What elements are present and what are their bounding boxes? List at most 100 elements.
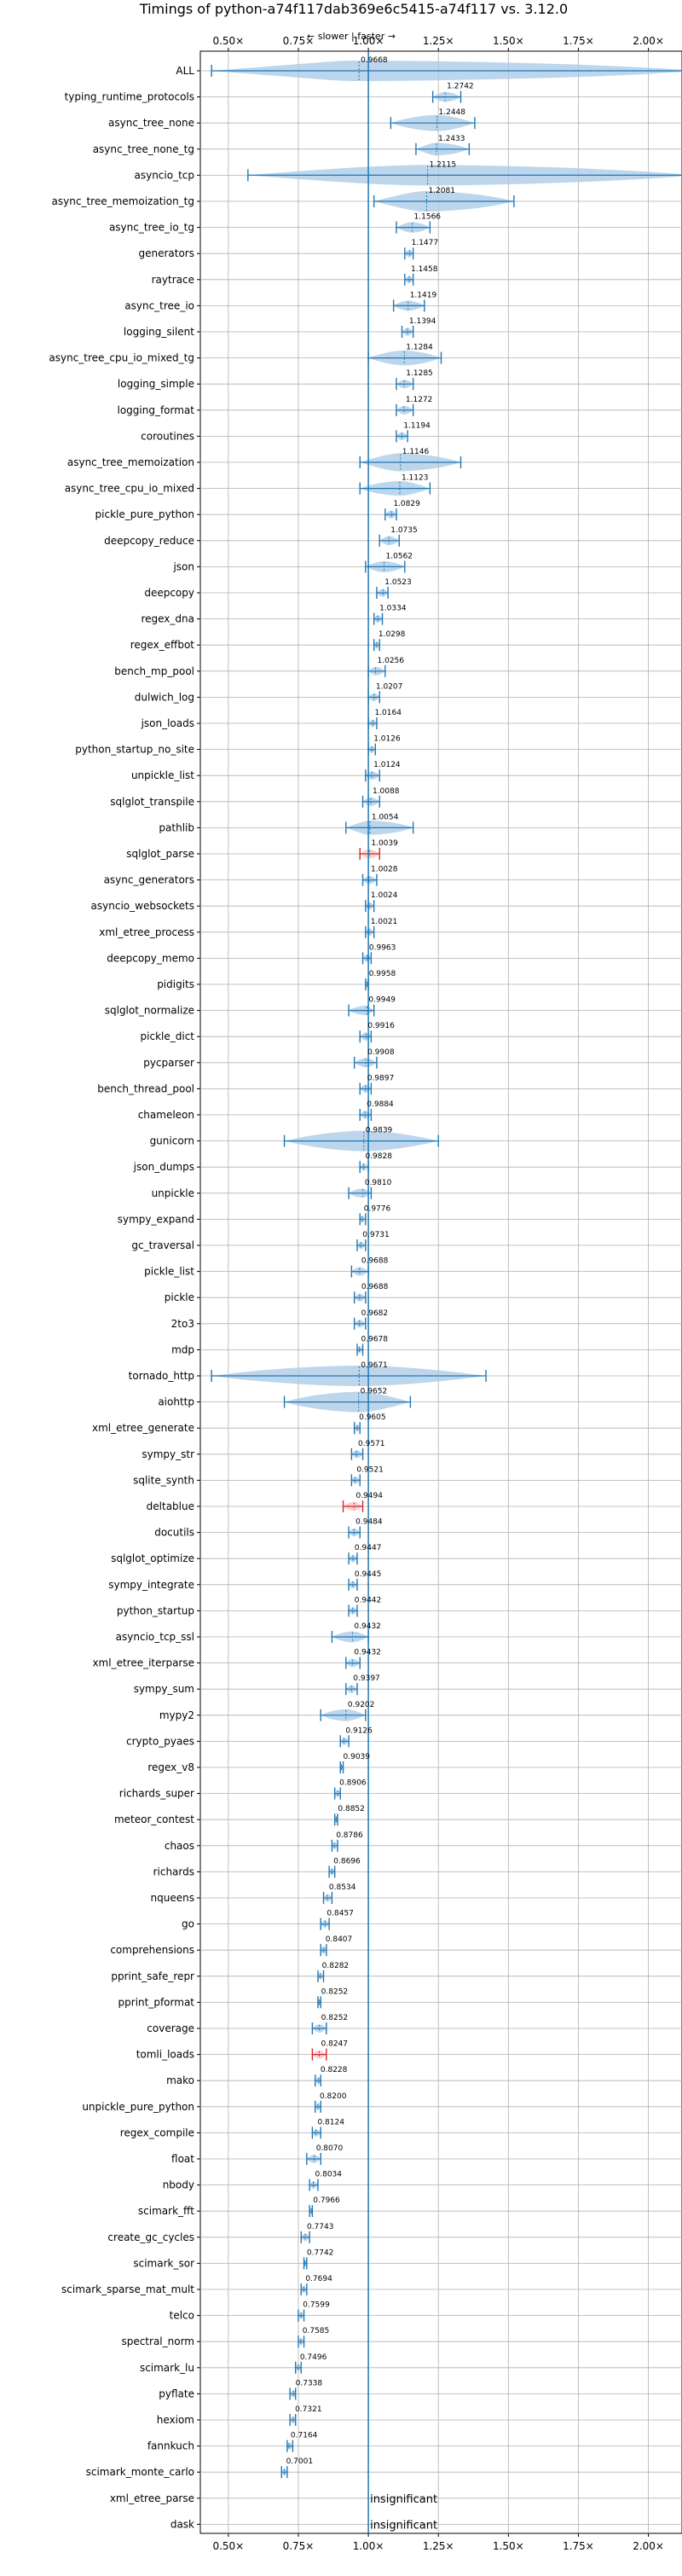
value-label: 1.0735 [390, 526, 418, 535]
benchmark-label: docutils [154, 1527, 194, 1539]
benchmark-label: pickle_dict [141, 1030, 195, 1042]
benchmark-label: pickle_pure_python [95, 508, 194, 520]
value-label: 0.9776 [364, 1204, 391, 1213]
x-tick-label-top: 2.00× [633, 35, 664, 47]
value-label: 0.9884 [367, 1100, 394, 1109]
value-label: 1.0207 [376, 682, 403, 691]
benchmark-label: aiohttp [158, 1396, 194, 1408]
value-label: 1.1284 [406, 344, 433, 352]
benchmark-label: richards_super [119, 1788, 194, 1800]
value-label: 0.7966 [313, 2196, 340, 2205]
value-label: 1.0088 [373, 787, 400, 796]
benchmark-label: async_tree_cpu_io_mixed_tg [49, 352, 194, 364]
benchmark-label: raytrace [152, 274, 194, 286]
benchmark-label: go [182, 1918, 194, 1930]
value-label: 0.9688 [361, 1283, 389, 1291]
category-labels: ALL typing_runtime_protocols async_tree_no… [49, 65, 194, 2530]
benchmark-label: logging_silent [124, 326, 194, 338]
plot-frame [199, 50, 682, 2534]
benchmark-label: sqlite_synth [133, 1474, 194, 1486]
benchmark-label: typing_runtime_protocols [65, 91, 194, 103]
value-label: 1.0028 [371, 866, 398, 874]
benchmark-label: telco [170, 2310, 194, 2322]
value-label: 0.8282 [322, 1962, 350, 1970]
benchmark-label: asyncio_tcp [134, 169, 194, 181]
grid-layer [200, 51, 682, 2533]
benchmark-label: create_gc_cycles [107, 2231, 194, 2243]
benchmark-label: async_tree_memoization [67, 456, 194, 468]
benchmark-label: generators [138, 247, 194, 259]
value-label: 1.0024 [371, 891, 398, 900]
benchmark-label: async_tree_io_tg [109, 222, 194, 234]
value-label: 0.9442 [355, 1596, 382, 1604]
benchmark-label: unpickle [152, 1187, 194, 1199]
benchmark-label: gunicorn [150, 1135, 194, 1147]
benchmark-label: pidigits [157, 978, 194, 990]
benchmark-label: chaos [165, 1840, 194, 1852]
value-label: 0.9678 [361, 1335, 389, 1343]
benchmark-label: scimark_fft [138, 2205, 194, 2217]
benchmark-label: richards [153, 1865, 194, 1877]
value-label: 0.9039 [344, 1753, 371, 1761]
x-tick-label-bottom: 0.75× [283, 2540, 315, 2552]
direction-label: ← slower | faster → [307, 31, 396, 42]
value-label: 1.2433 [438, 135, 465, 143]
value-label: 0.9897 [367, 1074, 395, 1082]
benchmark-label: pprint_safe_repr [111, 1970, 194, 1982]
benchmark-label: regex_effbot [130, 639, 195, 651]
benchmark-label: tornado_http [129, 1370, 194, 1382]
value-label: 0.8786 [336, 1831, 363, 1840]
benchmark-label: mako [166, 2074, 194, 2086]
benchmark-label: async_tree_memoization_tg [52, 195, 194, 207]
value-label: 0.7599 [303, 2301, 330, 2310]
value-label: 0.8696 [333, 1857, 361, 1865]
benchmark-label: 2to3 [171, 1318, 194, 1330]
value-label: 0.9571 [358, 1440, 385, 1448]
benchmark-label: logging_simple [118, 378, 194, 390]
x-tick-label-top: 1.75× [563, 35, 594, 47]
benchmark-label: python_startup [117, 1604, 194, 1616]
benchmark-label: coverage [147, 2022, 194, 2034]
benchmark-label: spectral_norm [121, 2335, 194, 2347]
value-label: 1.0334 [379, 605, 407, 613]
value-label: 1.1566 [414, 213, 442, 222]
value-label: 0.9432 [354, 1622, 381, 1631]
benchmark-label: sympy_sum [134, 1683, 194, 1695]
benchmark-label: chameleon [138, 1109, 194, 1121]
benchmark-label: scimark_lu [140, 2362, 194, 2374]
value-label: 0.9484 [355, 1518, 383, 1527]
value-label: 0.9671 [361, 1361, 388, 1370]
value-label: 0.7694 [305, 2275, 332, 2283]
value-label: 0.9949 [368, 996, 396, 1005]
insignificant-label: insignificant [370, 2493, 437, 2506]
x-tick-label-bottom: 2.00× [633, 2540, 664, 2552]
value-label: 1.2742 [447, 83, 474, 91]
value-label: 0.8534 [329, 1883, 356, 1892]
value-label: 0.9652 [361, 1388, 388, 1396]
value-label: 0.8247 [321, 2040, 349, 2049]
x-tick-label-top: 0.75× [283, 35, 315, 47]
benchmark-label: bench_thread_pool [97, 1082, 194, 1094]
value-label: 1.1285 [406, 369, 433, 378]
value-label: 1.2448 [439, 108, 466, 117]
x-tick-label-top: 1.25× [423, 35, 454, 47]
benchmark-label: sqlglot_transpile [110, 796, 194, 808]
benchmark-label: asyncio_websockets [91, 900, 194, 912]
value-label: 1.0523 [384, 578, 412, 587]
value-label: 0.7001 [286, 2457, 314, 2466]
benchmark-label: pathlib [159, 821, 194, 833]
benchmark-label: logging_format [117, 404, 194, 416]
value-label: 1.2081 [428, 187, 454, 195]
benchmark-label: pprint_pformat [118, 1996, 195, 2008]
value-label: 0.9682 [361, 1309, 389, 1318]
value-label: 0.9494 [355, 1492, 383, 1500]
violin-layer [211, 61, 682, 2479]
value-label: 0.9126 [345, 1726, 373, 1735]
benchmark-label: regex_compile [120, 2126, 194, 2138]
value-label: 0.9688 [361, 1257, 389, 1266]
value-label: 0.8906 [339, 1779, 367, 1788]
x-tick-label-bottom: 1.50× [493, 2540, 524, 2552]
value-label: 0.7496 [300, 2353, 327, 2362]
value-label: 1.0562 [386, 552, 413, 560]
